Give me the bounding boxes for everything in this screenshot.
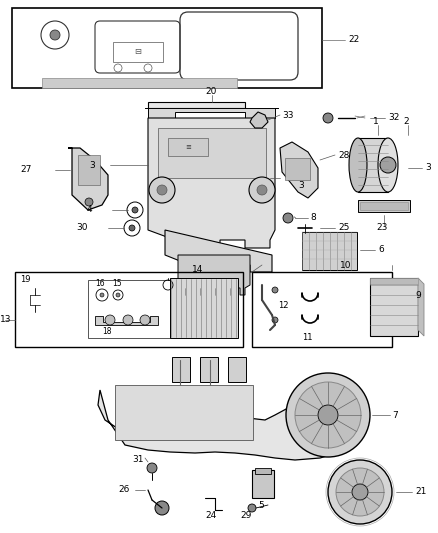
Polygon shape <box>145 108 278 118</box>
Circle shape <box>129 225 135 231</box>
Bar <box>252 470 274 498</box>
Bar <box>255 468 271 474</box>
Circle shape <box>380 157 396 173</box>
Text: 32: 32 <box>388 114 399 123</box>
Text: 25: 25 <box>338 223 350 232</box>
Circle shape <box>132 207 138 213</box>
Text: 14: 14 <box>192 265 203 274</box>
Circle shape <box>272 287 278 293</box>
Text: 7: 7 <box>392 410 398 419</box>
Bar <box>358 200 410 212</box>
Text: 27: 27 <box>20 166 32 174</box>
Circle shape <box>257 185 267 195</box>
Text: 16: 16 <box>95 279 105 287</box>
Text: 11: 11 <box>302 333 312 342</box>
Circle shape <box>100 293 104 297</box>
Circle shape <box>116 293 120 297</box>
Text: 18: 18 <box>102 327 112 336</box>
Text: 2: 2 <box>403 117 409 125</box>
Circle shape <box>248 504 256 512</box>
Bar <box>370 278 418 336</box>
Text: 12: 12 <box>278 301 289 310</box>
Text: 3: 3 <box>425 164 431 173</box>
Ellipse shape <box>349 138 367 192</box>
Text: ≡: ≡ <box>185 144 191 150</box>
Bar <box>15 272 243 347</box>
Text: 4: 4 <box>86 206 92 214</box>
Bar <box>360 202 408 210</box>
Text: 21: 21 <box>415 488 426 497</box>
Bar <box>42 78 237 88</box>
Bar <box>78 155 100 185</box>
Bar <box>200 357 218 382</box>
Polygon shape <box>148 118 275 248</box>
Circle shape <box>149 177 175 203</box>
Circle shape <box>272 317 278 323</box>
Polygon shape <box>95 316 158 325</box>
Circle shape <box>318 405 338 425</box>
Circle shape <box>147 463 157 473</box>
Circle shape <box>123 315 133 325</box>
Text: 9: 9 <box>415 292 421 301</box>
Circle shape <box>157 185 167 195</box>
Text: 10: 10 <box>340 261 352 270</box>
Bar <box>12 8 322 88</box>
Polygon shape <box>178 255 250 295</box>
Polygon shape <box>165 230 272 272</box>
Text: 5: 5 <box>258 500 264 510</box>
Circle shape <box>286 373 370 457</box>
Polygon shape <box>280 142 318 198</box>
Text: 28: 28 <box>338 150 350 159</box>
Text: 33: 33 <box>282 110 293 119</box>
Polygon shape <box>68 148 108 210</box>
Text: 6: 6 <box>378 246 384 254</box>
Circle shape <box>336 468 384 516</box>
Text: ⊟: ⊟ <box>134 47 141 56</box>
Bar <box>115 385 253 440</box>
Polygon shape <box>148 102 245 108</box>
Text: 24: 24 <box>205 511 216 520</box>
Bar <box>172 357 190 382</box>
Text: 13: 13 <box>0 316 11 325</box>
Bar <box>113 42 163 62</box>
Text: 26: 26 <box>118 486 129 495</box>
Bar <box>170 278 238 338</box>
Circle shape <box>295 382 361 448</box>
Text: 23: 23 <box>376 223 387 232</box>
Polygon shape <box>98 390 348 460</box>
Text: 20: 20 <box>205 86 216 95</box>
Circle shape <box>105 315 115 325</box>
Text: 19: 19 <box>20 276 31 285</box>
Text: 1: 1 <box>373 117 379 125</box>
Bar <box>88 280 170 338</box>
Bar <box>168 138 208 156</box>
Text: 29: 29 <box>240 511 251 520</box>
Polygon shape <box>418 278 424 336</box>
Polygon shape <box>250 112 268 128</box>
Bar <box>302 232 357 270</box>
Circle shape <box>283 213 293 223</box>
Bar <box>228 357 246 382</box>
Circle shape <box>323 113 333 123</box>
Circle shape <box>50 30 60 40</box>
Circle shape <box>249 177 275 203</box>
Bar <box>285 158 310 180</box>
Bar <box>252 272 392 347</box>
Text: 3: 3 <box>89 160 95 169</box>
Circle shape <box>352 484 368 500</box>
Text: 8: 8 <box>310 214 316 222</box>
Text: 22: 22 <box>348 36 359 44</box>
Text: 3: 3 <box>298 181 304 190</box>
Bar <box>158 128 266 178</box>
Polygon shape <box>370 278 418 284</box>
Ellipse shape <box>378 138 398 192</box>
Circle shape <box>155 501 169 515</box>
Circle shape <box>328 460 392 524</box>
Text: 15: 15 <box>112 279 122 287</box>
Circle shape <box>85 198 93 206</box>
Text: 30: 30 <box>77 223 88 232</box>
Polygon shape <box>358 138 388 192</box>
Circle shape <box>140 315 150 325</box>
Text: 31: 31 <box>132 456 144 464</box>
